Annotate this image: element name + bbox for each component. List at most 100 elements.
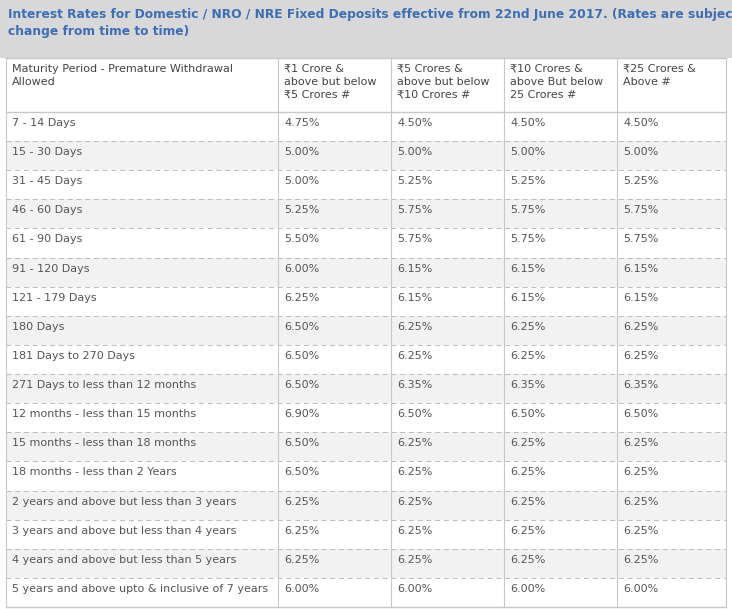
Text: 5.00%: 5.00% <box>284 176 319 186</box>
Text: 5.25%: 5.25% <box>284 205 320 216</box>
Text: 6.15%: 6.15% <box>623 293 659 303</box>
Text: 4 years and above but less than 5 years: 4 years and above but less than 5 years <box>12 555 236 565</box>
Text: 5.00%: 5.00% <box>510 147 545 157</box>
Bar <box>6 141 726 171</box>
Text: 6.25%: 6.25% <box>397 496 433 507</box>
Text: 5 years and above upto & inclusive of 7 years: 5 years and above upto & inclusive of 7 … <box>12 584 268 594</box>
Text: 6.25%: 6.25% <box>284 293 320 303</box>
Text: 6.25%: 6.25% <box>510 555 545 565</box>
Bar <box>6 199 726 228</box>
Text: 6.15%: 6.15% <box>510 293 545 303</box>
Text: 5.75%: 5.75% <box>397 234 433 244</box>
Text: 6.35%: 6.35% <box>623 380 659 390</box>
Text: Interest Rates for Domestic / NRO / NRE Fixed Deposits effective from 22nd June : Interest Rates for Domestic / NRO / NRE … <box>8 8 732 38</box>
Text: 5.25%: 5.25% <box>397 176 433 186</box>
Text: 6.25%: 6.25% <box>623 468 659 477</box>
Text: 6.25%: 6.25% <box>623 496 659 507</box>
Text: 6.90%: 6.90% <box>284 409 320 419</box>
Text: 6.00%: 6.00% <box>510 584 545 594</box>
Text: 6.50%: 6.50% <box>284 468 319 477</box>
Text: 2 years and above but less than 3 years: 2 years and above but less than 3 years <box>12 496 236 507</box>
Text: 6.25%: 6.25% <box>284 526 320 536</box>
Text: 6.25%: 6.25% <box>510 322 545 332</box>
Text: 6.00%: 6.00% <box>397 584 433 594</box>
Text: 5.75%: 5.75% <box>623 234 659 244</box>
Text: 5.25%: 5.25% <box>623 176 659 186</box>
Text: 5.75%: 5.75% <box>510 205 545 216</box>
Text: ₹5 Crores &
above but below
₹10 Crores #: ₹5 Crores & above but below ₹10 Crores # <box>397 64 490 100</box>
Text: ₹1 Crore &
above but below
₹5 Crores #: ₹1 Crore & above but below ₹5 Crores # <box>284 64 377 100</box>
Text: 6.25%: 6.25% <box>510 468 545 477</box>
Text: 6.50%: 6.50% <box>397 409 433 419</box>
Text: 271 Days to less than 12 months: 271 Days to less than 12 months <box>12 380 196 390</box>
Text: 6.25%: 6.25% <box>284 496 320 507</box>
Text: 31 - 45 Days: 31 - 45 Days <box>12 176 83 186</box>
Text: 6.25%: 6.25% <box>623 526 659 536</box>
Text: 6.25%: 6.25% <box>623 438 659 448</box>
Text: 6.25%: 6.25% <box>397 555 433 565</box>
Text: 6.50%: 6.50% <box>284 438 319 448</box>
Text: 4.50%: 4.50% <box>510 118 545 128</box>
Text: 6.25%: 6.25% <box>397 351 433 361</box>
Text: 6.25%: 6.25% <box>623 322 659 332</box>
Text: ₹25 Crores &
Above #: ₹25 Crores & Above # <box>623 64 696 87</box>
Text: 6.50%: 6.50% <box>623 409 659 419</box>
Text: 15 months - less than 18 months: 15 months - less than 18 months <box>12 438 196 448</box>
Bar <box>6 490 726 519</box>
Text: 6.25%: 6.25% <box>397 438 433 448</box>
Bar <box>0 0 732 58</box>
Text: 6.50%: 6.50% <box>284 351 319 361</box>
Bar <box>6 519 726 549</box>
Text: 18 months - less than 2 Years: 18 months - less than 2 Years <box>12 468 176 477</box>
Text: 5.50%: 5.50% <box>284 234 319 244</box>
Text: 5.00%: 5.00% <box>397 147 433 157</box>
Text: 6.25%: 6.25% <box>397 468 433 477</box>
Text: 6.25%: 6.25% <box>510 351 545 361</box>
Text: 61 - 90 Days: 61 - 90 Days <box>12 234 83 244</box>
Text: 6.50%: 6.50% <box>284 322 319 332</box>
Text: 6.00%: 6.00% <box>284 584 319 594</box>
Bar <box>6 258 726 287</box>
Bar <box>6 578 726 607</box>
Text: 6.25%: 6.25% <box>623 351 659 361</box>
Text: 6.35%: 6.35% <box>510 380 545 390</box>
Text: 4.50%: 4.50% <box>397 118 433 128</box>
Text: 12 months - less than 15 months: 12 months - less than 15 months <box>12 409 196 419</box>
Text: 5.25%: 5.25% <box>510 176 545 186</box>
Text: 5.75%: 5.75% <box>623 205 659 216</box>
Text: 6.25%: 6.25% <box>510 526 545 536</box>
Text: 5.75%: 5.75% <box>510 234 545 244</box>
Text: 180 Days: 180 Days <box>12 322 64 332</box>
Text: 6.15%: 6.15% <box>397 264 433 273</box>
Text: 181 Days to 270 Days: 181 Days to 270 Days <box>12 351 135 361</box>
Text: 6.50%: 6.50% <box>510 409 545 419</box>
Text: 6.15%: 6.15% <box>623 264 659 273</box>
Text: 5.00%: 5.00% <box>284 147 319 157</box>
Bar <box>6 171 726 199</box>
Text: 6.25%: 6.25% <box>397 526 433 536</box>
Text: ₹10 Crores &
above But below
25 Crores #: ₹10 Crores & above But below 25 Crores # <box>510 64 603 100</box>
Bar <box>6 462 726 490</box>
Text: 6.15%: 6.15% <box>397 293 433 303</box>
Text: 121 - 179 Days: 121 - 179 Days <box>12 293 97 303</box>
Text: Maturity Period - Premature Withdrawal
Allowed: Maturity Period - Premature Withdrawal A… <box>12 64 233 87</box>
Text: 6.00%: 6.00% <box>284 264 319 273</box>
Text: 6.00%: 6.00% <box>623 584 659 594</box>
Text: 5.00%: 5.00% <box>623 147 659 157</box>
Bar <box>6 345 726 374</box>
Text: 3 years and above but less than 4 years: 3 years and above but less than 4 years <box>12 526 236 536</box>
Text: 91 - 120 Days: 91 - 120 Days <box>12 264 89 273</box>
Bar <box>6 112 726 141</box>
Bar <box>6 287 726 316</box>
Bar <box>6 316 726 345</box>
Text: 46 - 60 Days: 46 - 60 Days <box>12 205 83 216</box>
Bar <box>6 58 726 112</box>
Text: 4.75%: 4.75% <box>284 118 320 128</box>
Text: 15 - 30 Days: 15 - 30 Days <box>12 147 82 157</box>
Text: 6.25%: 6.25% <box>284 555 320 565</box>
Bar <box>6 549 726 578</box>
Text: 6.35%: 6.35% <box>397 380 433 390</box>
Text: 7 - 14 Days: 7 - 14 Days <box>12 118 75 128</box>
Bar <box>6 374 726 403</box>
Text: 6.15%: 6.15% <box>510 264 545 273</box>
